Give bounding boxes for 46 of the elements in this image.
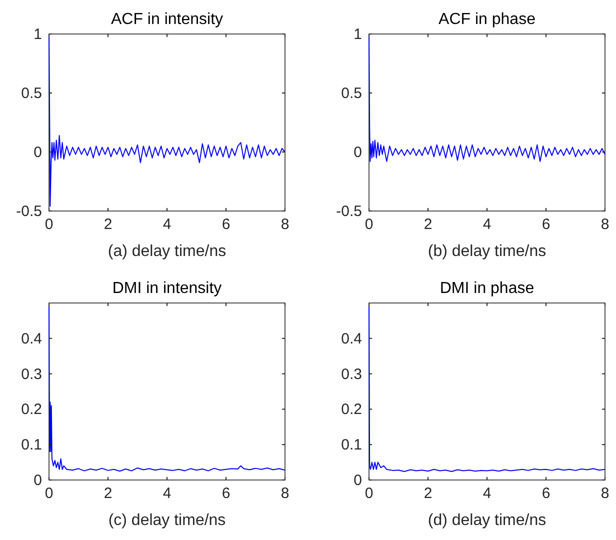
- x-tick-label: 4: [162, 216, 172, 233]
- x-tick-label: 6: [542, 485, 550, 502]
- y-tick-label: 0: [354, 144, 362, 161]
- y-tick-label: 1: [34, 26, 42, 43]
- chart-title: DMI in phase: [440, 280, 534, 297]
- x-tick-label: 6: [222, 485, 230, 502]
- chart-title: DMI in intensity: [112, 280, 222, 297]
- x-tick-label: 2: [104, 216, 112, 233]
- x-axis-title: (d) delay time/ns: [428, 512, 546, 529]
- x-tick-label: 0: [44, 216, 54, 233]
- x-tick-label: 0: [364, 485, 374, 502]
- y-tick-label: 0.1: [341, 436, 362, 454]
- y-tick-label: 0.3: [21, 366, 42, 383]
- x-tick-label: 4: [162, 485, 172, 502]
- x-tick-label: 6: [542, 216, 550, 233]
- x-tick-label: 2: [424, 485, 432, 502]
- x-tick-label: 6: [222, 216, 230, 233]
- chart-title: ACF in phase: [438, 11, 536, 28]
- x-tick-label: 8: [600, 485, 610, 502]
- y-tick-label: 0: [354, 472, 362, 489]
- y-tick-label: 0.2: [341, 401, 362, 418]
- x-tick-label: 4: [482, 216, 492, 233]
- y-tick-label: 0.1: [21, 436, 42, 454]
- x-tick-label: 8: [600, 216, 610, 233]
- y-tick-label: 0.3: [341, 366, 362, 383]
- y-tick-label: 0.4: [341, 330, 362, 348]
- x-tick-label: 2: [424, 216, 432, 233]
- y-tick-label: 0.5: [21, 85, 42, 102]
- x-axis-title: (a) delay time/ns: [108, 243, 226, 260]
- x-axis-title: (c) delay time/ns: [108, 512, 226, 529]
- x-tick-label: 8: [280, 216, 290, 233]
- x-tick-label: 2: [104, 485, 112, 502]
- y-tick-label: 0.4: [21, 330, 42, 348]
- x-tick-label: 8: [280, 485, 290, 502]
- x-axis-title: (b) delay time/ns: [428, 243, 546, 260]
- y-tick-label: 0.2: [21, 401, 42, 418]
- x-tick-label: 4: [482, 485, 492, 502]
- chart-title: ACF in intensity: [110, 11, 224, 28]
- y-tick-label: -0.5: [16, 203, 42, 220]
- x-tick-label: 0: [364, 216, 374, 233]
- y-tick-label: 1: [354, 26, 362, 43]
- y-tick-label: -0.5: [336, 203, 362, 220]
- y-tick-label: 0: [34, 472, 42, 489]
- y-tick-label: 0.5: [341, 85, 362, 102]
- y-tick-label: 0: [34, 144, 42, 161]
- x-tick-label: 0: [44, 485, 54, 502]
